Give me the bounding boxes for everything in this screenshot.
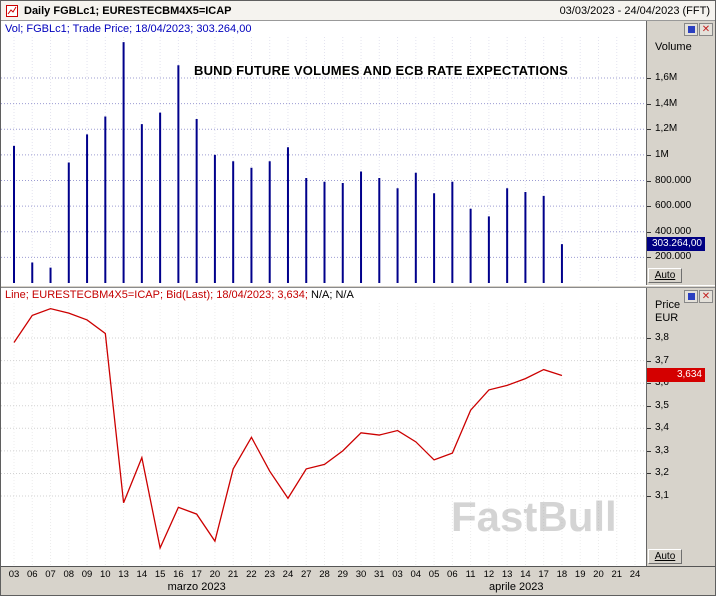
price-auto-scale-button[interactable]: Auto xyxy=(648,549,682,564)
price-axis: ✕ Price EUR 3,8 3,7 3,6 3,5 3,4 3,3 3,2 3,1 3,6… xyxy=(646,288,715,566)
panel-splitter[interactable] xyxy=(1,285,715,288)
x-date-label: 19 xyxy=(574,569,586,580)
line-panel-buttons: ✕ xyxy=(684,290,713,303)
volume-axis-title: Volume xyxy=(655,41,692,53)
price-tick-label: 3,5 xyxy=(655,399,669,411)
x-date-label: 22 xyxy=(246,569,257,580)
volume-panel: Vol; FGBLc1; Trade Price; 18/04/2023; 30… xyxy=(1,21,715,285)
x-axis: 03 06 07 08 09 10 13 14 15 16 17 20 21 22 23 24 27 28 29 30… xyxy=(1,566,715,595)
x-date-label: 21 xyxy=(227,569,239,580)
volume-legend[interactable]: Vol; FGBLc1; Trade Price; 18/04/2023; 30… xyxy=(1,21,646,37)
x-date-label: 15 xyxy=(154,569,166,580)
chart-app-icon xyxy=(6,4,18,17)
x-month-label: aprile 2023 xyxy=(489,581,544,593)
x-month-label: marzo 2023 xyxy=(167,581,226,593)
volume-tick-label: 200.000 xyxy=(655,251,692,263)
x-date-label: 24 xyxy=(629,569,641,580)
rate-line-panel: Line; EURESTECBM4X5=ICAP; Bid(Last); 18/… xyxy=(1,288,715,566)
volume-plot-area: BUND FUTURE VOLUMES AND ECB RATE EXPECTA… xyxy=(1,37,646,285)
x-date-label: 17 xyxy=(191,569,202,580)
price-tick-label: 3,2 xyxy=(655,467,669,479)
x-date-label: 06 xyxy=(447,569,458,580)
x-date-label: 16 xyxy=(173,569,184,580)
x-date-label: 14 xyxy=(136,569,148,580)
volume-bar-chart xyxy=(1,37,646,283)
x-date-label: 03 xyxy=(8,569,20,580)
x-date-label: 12 xyxy=(483,569,495,580)
x-date-label: 23 xyxy=(264,569,275,580)
price-tick-label: 3,3 xyxy=(655,444,669,456)
x-date-label: 27 xyxy=(300,569,312,580)
price-axis-currency: EUR xyxy=(655,312,679,324)
x-date-label: 30 xyxy=(355,569,367,580)
rate-expectation-line xyxy=(13,307,563,551)
x-date-label: 13 xyxy=(501,569,513,580)
x-date-label: 17 xyxy=(538,569,549,580)
volume-tick-label: 600.000 xyxy=(655,200,692,212)
chart-main-title: BUND FUTURE VOLUMES AND ECB RATE EXPECTA… xyxy=(194,63,568,78)
close-panel-icon[interactable]: ✕ xyxy=(699,290,713,303)
price-tick-label: 3,6 xyxy=(655,377,669,389)
x-date-label: 18 xyxy=(556,569,568,580)
price-tick-label: 3,4 xyxy=(655,422,669,434)
x-date-label: 04 xyxy=(410,569,422,580)
x-date-label: 10 xyxy=(100,569,111,580)
x-date-label: 29 xyxy=(337,569,349,580)
volume-axis: ✕ Volume 1,6M 1,4M 1,2M 1M 800.000 600.000 400… xyxy=(646,21,715,285)
volume-auto-scale-button[interactable]: Auto xyxy=(648,268,682,283)
x-date-label: 21 xyxy=(611,569,623,580)
volume-tick-label: 1,6M xyxy=(655,72,678,83)
x-date-label: 20 xyxy=(593,569,604,580)
rate-line-chart xyxy=(1,303,646,566)
line-legend-text: Line; EURESTECBM4X5=ICAP; Bid(Last); 18/… xyxy=(5,289,308,301)
volume-tick-label: 1M xyxy=(655,148,669,160)
price-last-value-box: 3,634 xyxy=(647,368,705,383)
window-titlebar: Daily FGBLc1; EURESTECBM4X5=ICAP 03/03/2… xyxy=(1,1,715,21)
x-date-label: 13 xyxy=(118,569,129,580)
price-tick-label: 3,8 xyxy=(655,331,669,343)
x-date-label: 03 xyxy=(392,569,403,580)
x-date-label: 06 xyxy=(26,569,38,580)
volume-tick-label: 1,4M xyxy=(655,97,678,109)
price-tick-label: 3,7 xyxy=(655,354,669,366)
close-panel-icon[interactable]: ✕ xyxy=(699,23,713,36)
maximize-panel-icon[interactable] xyxy=(684,23,698,36)
x-date-label: 31 xyxy=(373,569,385,580)
volume-last-value-box: 303.264,00 xyxy=(647,237,705,252)
x-date-label: 09 xyxy=(81,569,93,580)
volume-tick-label: 800.000 xyxy=(655,174,692,186)
line-legend-na-text: N/A; N/A xyxy=(307,289,354,301)
line-plot-area: FastBull xyxy=(1,303,646,566)
x-date-label: 11 xyxy=(465,569,476,580)
x-date-label: 24 xyxy=(282,569,294,580)
x-date-label: 08 xyxy=(63,569,75,580)
x-date-label: 28 xyxy=(319,569,330,580)
window-title: Daily FGBLc1; EURESTECBM4X5=ICAP xyxy=(24,4,232,17)
volume-tick-label: 400.000 xyxy=(655,225,692,237)
x-date-label: 14 xyxy=(520,569,531,580)
x-date-label: 20 xyxy=(209,569,221,580)
volume-legend-text: Vol; FGBLc1; Trade Price; 18/04/2023; 30… xyxy=(5,23,252,35)
price-tick-label: 3,1 xyxy=(655,490,669,502)
volume-panel-buttons: ✕ xyxy=(684,23,713,36)
x-date-label: 07 xyxy=(45,569,56,580)
line-legend[interactable]: Line; EURESTECBM4X5=ICAP; Bid(Last); 18/… xyxy=(1,288,646,303)
volume-tick-label: 1,2M xyxy=(655,123,678,135)
maximize-panel-icon[interactable] xyxy=(684,290,698,303)
price-axis-title: Price xyxy=(655,299,681,311)
x-date-label: 05 xyxy=(428,569,440,580)
date-range-label: 03/03/2023 - 24/04/2023 (FFT) xyxy=(559,4,710,17)
